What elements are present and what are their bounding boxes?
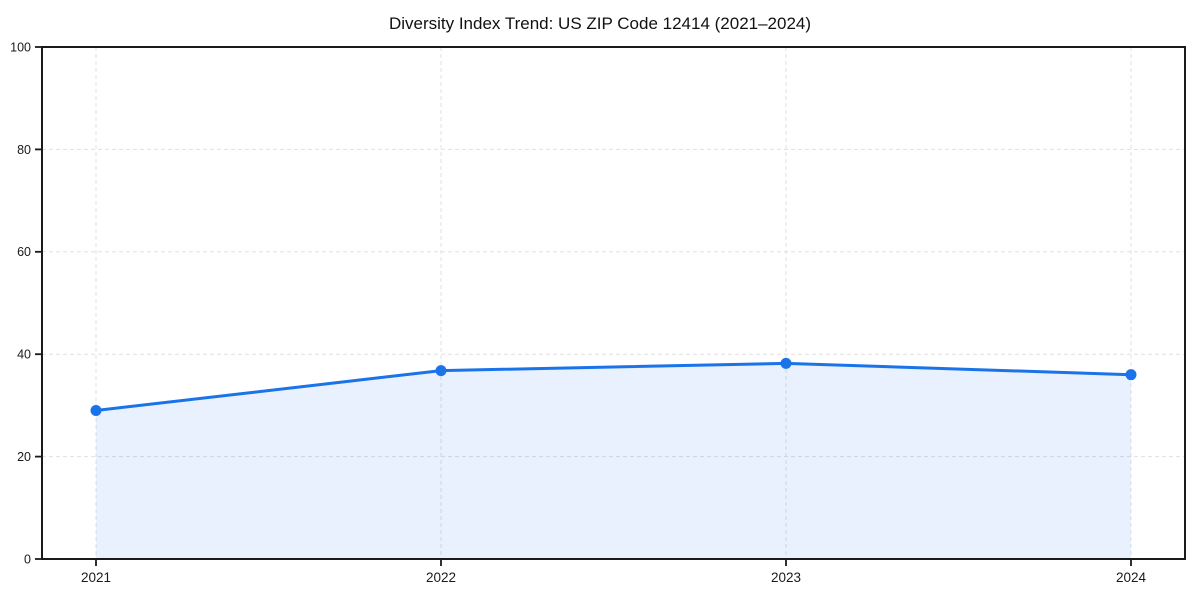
plot-background xyxy=(42,47,1185,559)
x-tick-label: 2022 xyxy=(426,570,456,585)
data-point-2022 xyxy=(435,365,447,377)
data-point-2021 xyxy=(90,405,102,417)
data-point-2023 xyxy=(780,357,792,369)
trend-line xyxy=(94,361,1133,412)
y-tick-label: 40 xyxy=(17,348,31,362)
area-fill xyxy=(96,363,1131,559)
y-tick-label: 20 xyxy=(17,450,31,464)
chart-title: Diversity Index Trend: US ZIP Code 12414… xyxy=(388,14,812,33)
x-tick-label: 2024 xyxy=(1116,570,1147,585)
data-point-2024 xyxy=(1125,369,1137,381)
y-tick-label: 0 xyxy=(24,552,31,566)
axes-spines xyxy=(41,46,1186,560)
y-tick-label: 60 xyxy=(17,245,31,259)
y-tick-label: 100 xyxy=(10,40,31,54)
y-tick-label: 80 xyxy=(17,143,31,157)
x-tick-label: 2023 xyxy=(771,570,801,585)
x-tick-label: 2021 xyxy=(81,570,111,585)
